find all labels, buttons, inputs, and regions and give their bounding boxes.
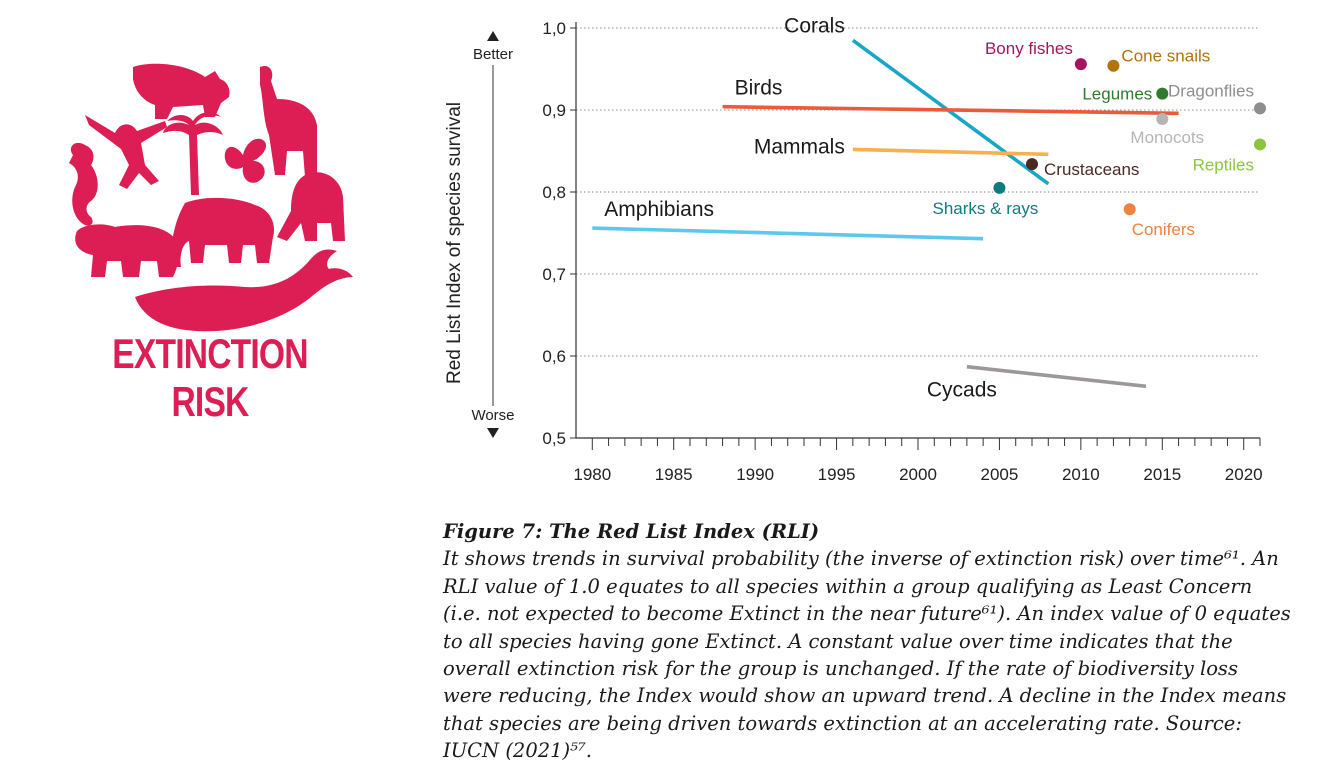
y-tick-label: 1,0 (542, 19, 566, 38)
series-line-corals (851, 38, 1050, 186)
y-tick-label: 0,5 (542, 429, 566, 448)
x-tick-label: 2010 (1062, 465, 1100, 484)
point-label: Monocots (1130, 128, 1204, 147)
y-tick-label: 0,6 (542, 347, 566, 366)
y-tick-label: 0,8 (542, 183, 566, 202)
caption-title: Figure 7: The Red List Index (RLI) (443, 520, 820, 543)
x-tick-label: 2020 (1225, 465, 1263, 484)
point-label: Reptiles (1193, 155, 1254, 174)
x-tick-label: 1995 (818, 465, 856, 484)
x-tick-label: 2015 (1143, 465, 1181, 484)
series-line-cycads (966, 364, 1147, 389)
x-tick-label: 2000 (899, 465, 937, 484)
x-tick-label: 1980 (573, 465, 611, 484)
series-label: Cycads (927, 379, 997, 402)
point-dragonflies (1254, 102, 1266, 115)
chart-series (592, 38, 1179, 389)
series-line-amphibians (592, 226, 984, 241)
series-label: Corals (784, 14, 845, 37)
chart-axes: 1,0 0,9 0,8 0,7 0,6 0,5 1980 1985 1990 1995 2000 20… (444, 19, 1263, 484)
series-line-birds (722, 104, 1179, 116)
point-label: Crustaceans (1044, 160, 1139, 179)
point-cone-snails (1107, 59, 1120, 72)
red-list-index-chart: 1,0 0,9 0,8 0,7 0,6 0,5 1980 1985 1990 1995 2000 20… (444, 14, 1266, 484)
point-label: Bony fishes (985, 39, 1073, 58)
up-arrow-icon (487, 31, 499, 41)
x-tick-label: 1985 (655, 465, 693, 484)
y-tick-label: 0,9 (542, 101, 566, 120)
x-tick-label: 1990 (736, 465, 774, 484)
series-label: Birds (735, 77, 783, 100)
logo-title: EXTINCTION RISK (112, 330, 308, 425)
series-label: Amphibians (604, 198, 714, 221)
point-label: Legumes (1082, 85, 1152, 104)
point-label: Dragonflies (1168, 81, 1254, 100)
point-bony-fishes (1074, 58, 1087, 71)
point-reptiles (1254, 138, 1266, 151)
figure-caption: Figure 7: The Red List Index (RLI) It sh… (443, 518, 1293, 765)
better-label: Better (473, 46, 513, 63)
y-tick-label: 0,7 (542, 265, 566, 284)
chart-grid (576, 27, 1260, 357)
point-legumes (1156, 87, 1169, 100)
x-tick-label: 2005 (981, 465, 1019, 484)
point-label: Sharks & rays (933, 199, 1039, 218)
series-label: Mammals (754, 135, 845, 158)
y-axis-title: Red List Index of species survival (444, 102, 465, 384)
caption-body: It shows trends in survival probability … (443, 547, 1291, 763)
series-line-mammals (852, 147, 1049, 157)
worse-label: Worse (471, 407, 514, 424)
extinction-risk-logo-icon (69, 63, 353, 332)
point-conifers (1123, 203, 1136, 216)
chart-points (993, 58, 1266, 216)
point-crustaceans (1026, 158, 1038, 171)
down-arrow-icon (487, 428, 499, 438)
point-label: Cone snails (1121, 47, 1210, 66)
point-sharks-rays (993, 181, 1006, 194)
point-label: Conifers (1132, 220, 1195, 239)
chart-labels: Corals Birds Mammals Amphibians Cycads Bony f… (604, 14, 1254, 401)
point-monocots (1156, 113, 1169, 126)
